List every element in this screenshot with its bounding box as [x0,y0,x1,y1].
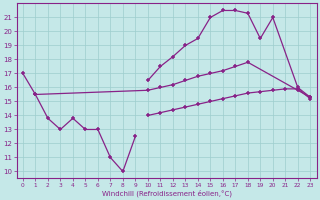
X-axis label: Windchill (Refroidissement éolien,°C): Windchill (Refroidissement éolien,°C) [101,189,232,197]
